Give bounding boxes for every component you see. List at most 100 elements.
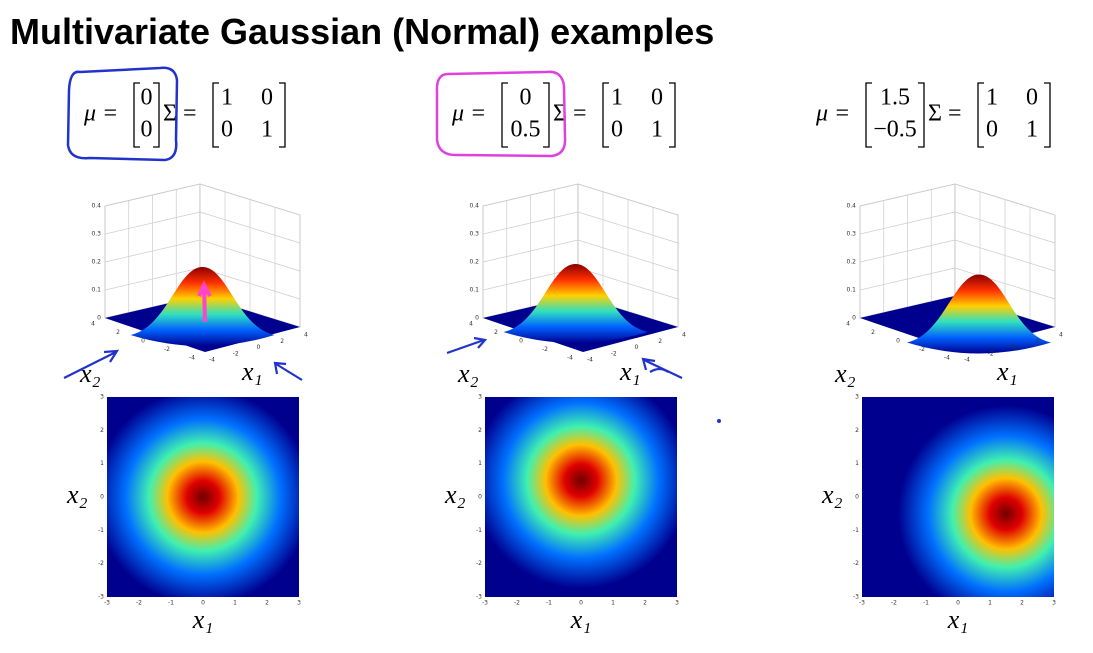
sigma-entry: 1 (651, 117, 663, 143)
heatmap-y-tick: 1 (478, 460, 482, 467)
z-tick-label: 0.1 (469, 287, 479, 294)
heatmap-x-tick: 0 (956, 600, 960, 607)
heatmap-x-tick: 0 (579, 600, 583, 607)
heatmap-y-tick: -3 (853, 594, 859, 601)
heatmap-y-tick: -1 (98, 527, 104, 534)
x2-tick-label: 4 (846, 321, 850, 328)
heatmap-blob (485, 397, 677, 589)
gaussian-surface (907, 274, 1051, 354)
x1-tick-label: -2 (988, 350, 994, 357)
heatmap-x-tick: 1 (988, 600, 992, 607)
z-tick-label: 0.3 (846, 231, 856, 238)
heatmap-x-tick: 1 (611, 600, 615, 607)
x1-tick-label: -4 (964, 357, 970, 364)
heatmap-x-tick: -3 (104, 600, 110, 607)
slide-title: Multivariate Gaussian (Normal) examples (10, 11, 714, 52)
heatmap-x-tick: 1 (233, 600, 237, 607)
x1-tick-label: 0 (257, 344, 261, 351)
matrix-bracket (212, 82, 219, 148)
matrix-bracket (918, 82, 925, 148)
matrix-bracket (501, 82, 508, 148)
heatmap-y-tick: -2 (476, 560, 482, 567)
pen-arrow (197, 280, 212, 323)
z-tick-label: 0.3 (91, 231, 101, 238)
z-tick-label: 0.2 (469, 259, 479, 266)
heatmap-y-tick: 2 (855, 427, 859, 434)
matrix-bracket (279, 82, 286, 148)
x1-tick-label: 0 (635, 344, 639, 351)
sigma-symbol: Σ = (928, 101, 962, 127)
sigma-entry: 0 (986, 117, 998, 143)
x1-tick-label: -2 (611, 350, 617, 357)
heatmap-y-tick: 1 (855, 460, 859, 467)
heatmap-y-tick: 1 (100, 460, 104, 467)
wall-grid (482, 239, 679, 272)
x2-tick-label: 0 (519, 338, 523, 345)
heatmap-x-tick: -3 (482, 600, 488, 607)
sigma-entry: 1 (261, 117, 273, 143)
heatmap-x-tick: -1 (923, 600, 929, 607)
mu-entry: 0 (141, 85, 153, 111)
heatmap-y-tick: 3 (855, 394, 859, 401)
heatmap-y-tick: 0 (855, 494, 859, 501)
heatmap-y-tick: 2 (478, 427, 482, 434)
wall-grid (482, 183, 679, 216)
mu-entry: 0 (141, 117, 153, 143)
heatmap-blob (898, 405, 1054, 597)
pen-dot (717, 419, 721, 423)
heatmap-x-tick: -2 (891, 600, 897, 607)
heatmap-x-label: x₁ (570, 605, 592, 634)
mu-symbol: μ = (83, 101, 118, 127)
z-tick-label: 0.2 (91, 259, 101, 266)
mu-entry: 0.5 (511, 117, 541, 143)
mu-entry: 0 (520, 85, 532, 111)
sigma-entry: 1 (611, 85, 623, 111)
x2-tick-label: 0 (896, 338, 900, 345)
x2-tick-label: -4 (944, 355, 950, 362)
sigma-symbol: Σ = (163, 101, 197, 127)
mu-symbol: μ = (451, 101, 486, 127)
z-tick-label: 0.3 (469, 231, 479, 238)
x1-tick-label: 4 (682, 332, 686, 339)
x1-axis-label: x₁ (996, 357, 1018, 386)
heatmap-x-label: x₁ (947, 605, 969, 634)
x2-tick-label: 4 (91, 321, 95, 328)
x2-tick-label: -4 (567, 355, 573, 362)
panels: μ = 0 0 Σ = 1 0 0 1 0 0.1 0.2 0.3 0.4 4 -4 2 -2 0 0 -2 2 -4 4 x… (66, 82, 1063, 634)
pen-arrow (446, 336, 488, 355)
sigma-entry: 0 (221, 117, 233, 143)
wall-grid (859, 267, 1056, 300)
sigma-entry: 1 (986, 85, 998, 111)
pen-circle (435, 70, 567, 158)
x2-tick-label: 2 (871, 329, 875, 336)
x2-axis-label: x₂ (834, 359, 856, 388)
sigma-entry: 0 (1026, 85, 1038, 111)
x2-tick-label: -2 (919, 346, 925, 353)
x1-tick-label: 2 (280, 338, 284, 345)
z-tick-label: 0.1 (846, 287, 856, 294)
heatmap-y-tick: 0 (478, 494, 482, 501)
heatmap-y-tick: -1 (476, 527, 482, 534)
matrix-bracket (133, 82, 140, 148)
x2-tick-label: -2 (164, 346, 170, 353)
x1-tick-label: 4 (304, 332, 308, 339)
heatmap-x-tick: -1 (168, 600, 174, 607)
x1-tick-label: -4 (209, 357, 215, 364)
heatmap-y-tick: -1 (853, 527, 859, 534)
matrix-bracket (1044, 82, 1051, 148)
x1-axis-label: x₁ (619, 357, 641, 386)
matrix-bracket (153, 82, 160, 148)
wall-grid (482, 211, 679, 244)
sigma-entry: 0 (611, 117, 623, 143)
wall-grid (859, 183, 1056, 216)
heatmap-y-tick: 0 (100, 494, 104, 501)
heatmap-y-tick: -3 (98, 594, 104, 601)
sigma-symbol: Σ = (553, 101, 587, 127)
heatmap-y-tick: 3 (478, 394, 482, 401)
heatmap-y-tick: 3 (100, 394, 104, 401)
z-tick-label: 0.1 (91, 287, 101, 294)
gaussian-surface (503, 264, 648, 343)
z-tick-label: 0.4 (846, 203, 856, 210)
x2-axis-label: x₂ (79, 359, 101, 388)
